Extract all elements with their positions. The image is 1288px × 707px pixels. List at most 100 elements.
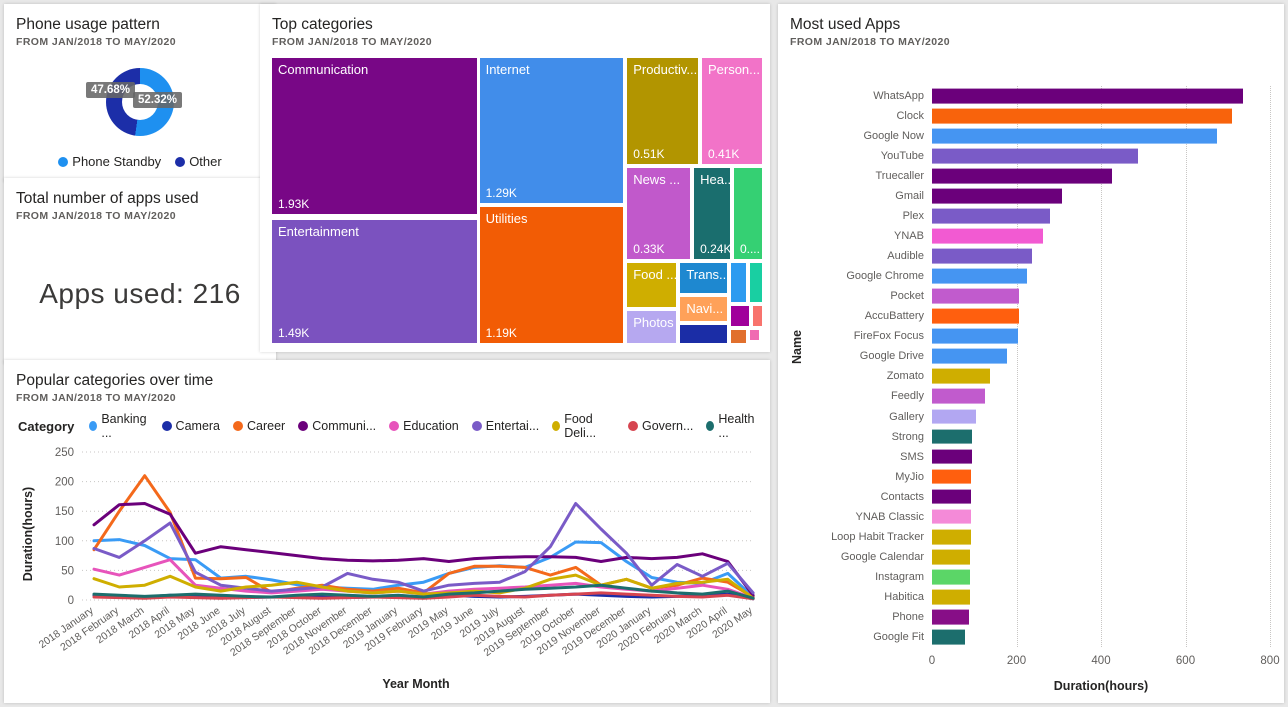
legend-label: Communi...: [312, 419, 377, 433]
bar-track: [932, 507, 1270, 527]
bar-phone[interactable]: [932, 609, 970, 625]
bar-category-label: Loop Habit Tracker: [831, 530, 924, 543]
bar-loop-habit-tracker[interactable]: [932, 529, 971, 545]
treemap-tile-label: Trans...: [686, 266, 728, 282]
line-legend-item[interactable]: Education: [389, 419, 459, 433]
line-series-entertai[interactable]: [92, 502, 755, 595]
donut-legend-item[interactable]: Phone Standby: [58, 154, 161, 169]
bar-gallery[interactable]: [932, 409, 976, 424]
bar-row: Phone: [794, 607, 1270, 627]
bar-google-fit[interactable]: [932, 629, 965, 645]
bar-track: [932, 427, 1270, 447]
y-tick-label: 100: [55, 536, 74, 548]
bar-strong[interactable]: [932, 429, 973, 444]
bar-category-label: FireFox Focus: [853, 330, 924, 343]
bar-truecaller[interactable]: [932, 168, 1113, 184]
bar-row: Google Calendar: [794, 547, 1270, 567]
legend-label: Camera: [175, 419, 221, 433]
bar-track: [932, 86, 1270, 106]
treemap-tile[interactable]: Food ...: [627, 262, 676, 307]
treemap-tile[interactable]: News ... 0.33K: [627, 168, 691, 259]
bar-ynab[interactable]: [932, 228, 1044, 244]
line-legend-item[interactable]: Camera: [161, 419, 221, 433]
line-legend-item[interactable]: Govern...: [628, 419, 693, 433]
treemap-tile-label: Person...: [707, 62, 760, 78]
bar-sms[interactable]: [932, 449, 972, 464]
bar-x-axis-title: Duration(hours): [1053, 679, 1149, 693]
treemap-tile[interactable]: Photos: [627, 310, 676, 343]
bar-feedly[interactable]: [932, 389, 985, 404]
treemap-tile[interactable]: Communication 1.93K: [271, 58, 477, 214]
bar-audible[interactable]: [932, 248, 1033, 264]
bar-google-now[interactable]: [932, 128, 1217, 144]
bar-pocket[interactable]: [932, 288, 1019, 304]
bar-contacts[interactable]: [932, 489, 971, 505]
legend-dot-icon: [389, 421, 400, 431]
treemap-tile[interactable]: Navi...: [680, 296, 728, 321]
donut-legend-item[interactable]: Other: [175, 154, 222, 169]
x-tick-label: 400: [1091, 655, 1111, 667]
x-tick-label: 0: [928, 655, 936, 667]
treemap-tile[interactable]: Hea... 0.24K: [694, 168, 730, 259]
bar-ynab-classic[interactable]: [932, 509, 971, 525]
legend-label: Banking ...: [101, 412, 147, 440]
line-legend: Category Banking ... Camera Career Communi..…: [18, 412, 758, 440]
bar-category-label: Google Fit: [873, 630, 924, 643]
treemap-tile[interactable]: Trans...: [680, 262, 728, 294]
line-legend-item[interactable]: Banking ...: [89, 412, 148, 440]
treemap-tile[interactable]: [731, 262, 746, 302]
treemap-tile[interactable]: [753, 305, 762, 327]
treemap-tile[interactable]: [731, 329, 746, 343]
bar-google-chrome[interactable]: [932, 268, 1028, 284]
treemap-tile[interactable]: 0....: [733, 168, 762, 259]
bar-clock[interactable]: [932, 108, 1232, 124]
bar-gmail[interactable]: [932, 188, 1062, 204]
legend-label: Entertai...: [485, 419, 540, 433]
bar-firefox-focus[interactable]: [932, 328, 1018, 344]
bar-instagram[interactable]: [932, 569, 971, 585]
line-legend-item[interactable]: Health ...: [706, 412, 758, 440]
line-legend-item[interactable]: Communi...: [298, 419, 376, 433]
treemap-tile-label: Food ...: [633, 266, 676, 282]
line-legend-item[interactable]: Entertai...: [471, 419, 540, 433]
bar-category-label: Gmail: [895, 190, 924, 203]
bar-plex[interactable]: [932, 208, 1050, 224]
bar-row: Strong: [794, 427, 1270, 447]
treemap-tile[interactable]: [750, 262, 762, 302]
bar-google-drive[interactable]: [932, 349, 1008, 364]
bar-track: [932, 547, 1270, 567]
treemap-tile[interactable]: Productiv... 0.51K: [627, 58, 699, 165]
donut-chart: 47.68% 52.32%: [16, 56, 264, 148]
bar-accubattery[interactable]: [932, 308, 1019, 324]
bar-y-axis-title: Name: [790, 329, 805, 364]
treemap-tile-label: News ...: [633, 172, 681, 188]
bar-zomato[interactable]: [932, 369, 991, 384]
bar-myjio[interactable]: [932, 469, 972, 485]
bar-row: Google Fit: [794, 627, 1270, 647]
line-legend-item[interactable]: Career: [233, 419, 285, 433]
line-series-fooddeli[interactable]: [92, 573, 755, 600]
treemap-tile[interactable]: Utilities 1.19K: [479, 207, 624, 343]
treemap-tile[interactable]: [750, 329, 760, 340]
treemap-tile[interactable]: [731, 305, 750, 327]
bar-google-calendar[interactable]: [932, 549, 971, 565]
line-series-communi[interactable]: [92, 502, 755, 597]
treemap-tile[interactable]: Person... 0.41K: [701, 58, 762, 165]
bar-row: Contacts: [794, 487, 1270, 507]
legend-dot-icon: [298, 421, 309, 431]
bar-category-label: Google Drive: [859, 350, 924, 363]
treemap-tile[interactable]: [680, 324, 728, 344]
card-top-categories: Top categories FROM JAN/2018 TO MAY/2020…: [260, 4, 770, 352]
line-series-health[interactable]: [92, 583, 755, 600]
bar-track: [932, 607, 1270, 627]
legend-label: Food Deli...: [564, 412, 597, 440]
bar-track: [932, 527, 1270, 547]
treemap-tile-label: Productiv...: [633, 62, 698, 78]
line-legend-item[interactable]: Food Deli...: [552, 412, 615, 440]
treemap-tile[interactable]: Entertainment 1.49K: [271, 219, 477, 344]
treemap-tile[interactable]: Internet 1.29K: [479, 58, 624, 204]
bar-whatsapp[interactable]: [932, 88, 1244, 104]
bar-youtube[interactable]: [932, 148, 1138, 164]
bar-habitica[interactable]: [932, 589, 970, 605]
bar-track: [932, 627, 1270, 647]
